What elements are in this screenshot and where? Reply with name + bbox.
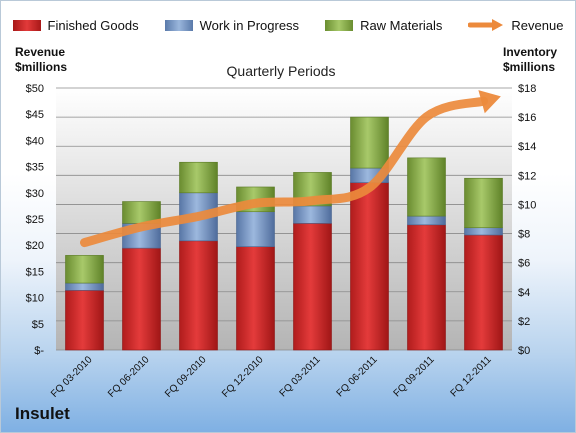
y-axis-right-title-line2: $millions	[503, 60, 556, 74]
y-right-tick-label: $12	[518, 170, 536, 182]
legend-item-raw-materials: Raw Materials	[325, 18, 442, 33]
y-left-tick-label: $15	[26, 266, 44, 278]
x-tick-label: FQ 03-2010	[49, 354, 95, 400]
bar-raw-materials	[179, 161, 218, 194]
bar-finished-goods	[407, 224, 446, 351]
y-axis-left-title: Revenue $millions	[15, 45, 85, 75]
legend-swatch-work-in-progress	[164, 19, 193, 31]
bar-finished-goods	[179, 240, 218, 351]
y-left-tick-label: $5	[32, 319, 44, 331]
bar-work-in-progress	[464, 227, 503, 236]
bar-work-in-progress	[407, 215, 446, 226]
revenue-arrow-head	[478, 90, 501, 114]
y-left-tick-label: $40	[26, 135, 44, 147]
legend-item-work-in-progress: Work in Progress	[164, 17, 300, 33]
y-left-tick-label: $10	[26, 293, 44, 305]
legend-item-finished-goods: Finished Goods	[12, 17, 139, 33]
x-tick-label: FQ 09-2010	[163, 354, 209, 400]
y-left-tick-label: $30	[26, 188, 44, 200]
legend-label-finished-goods: Finished Goods	[47, 17, 139, 33]
x-tick-label: FQ 06-2010	[106, 354, 152, 400]
y-left-tick-label: $35	[26, 162, 44, 174]
x-tick-label: FQ 12-2010	[220, 354, 266, 400]
y-right-tick-label: $18	[518, 83, 536, 95]
bar-finished-goods	[122, 247, 161, 351]
bar-raw-materials	[350, 116, 389, 169]
y-left-tick-label: $20	[26, 240, 44, 252]
y-right-tick-label: $14	[518, 141, 536, 153]
bar-finished-goods	[350, 182, 389, 351]
x-tick-label: FQ 06-2011	[335, 354, 380, 399]
x-tick-label: FQ 09-2011	[392, 354, 437, 399]
legend: Finished Goods Work in Progress Raw Mate…	[1, 15, 575, 35]
y-axis-right-title: Inventory $millions	[503, 45, 563, 75]
legend-item-revenue: Revenue	[468, 18, 563, 33]
legend-swatch-finished-goods	[12, 19, 41, 31]
bar-raw-materials	[464, 177, 503, 229]
y-right-tick-label: $10	[518, 199, 536, 211]
bar-finished-goods	[65, 290, 104, 351]
legend-label-work-in-progress: Work in Progress	[199, 17, 300, 33]
bar-finished-goods	[464, 234, 503, 351]
y-right-tick-label: $8	[518, 229, 530, 241]
revenue-line	[80, 96, 488, 248]
legend-label-raw-materials: Raw Materials	[360, 17, 443, 33]
bar-work-in-progress	[293, 205, 332, 224]
y-left-tick-label: $-	[34, 345, 44, 357]
y-right-tick-label: $16	[518, 112, 536, 124]
bar-raw-materials	[407, 157, 446, 217]
legend-label-revenue: Revenue	[511, 17, 564, 33]
legend-swatch-raw-materials	[325, 19, 354, 31]
y-axis-right-title-line1: Inventory	[503, 45, 558, 59]
y-right-tick-label: $0	[518, 345, 530, 357]
bar-raw-materials	[65, 255, 104, 284]
y-axis-left-title-line1: Revenue	[15, 45, 66, 59]
bar-finished-goods	[293, 223, 332, 351]
y-right-tick-label: $6	[518, 258, 530, 270]
bar-work-in-progress	[65, 282, 104, 291]
bar-finished-goods	[236, 246, 275, 351]
y-right-tick-label: $2	[518, 316, 530, 328]
y-axis-left-title-line2: $millions	[15, 60, 68, 74]
chart-title: Quarterly Periods	[226, 63, 336, 79]
y-left-tick-label: $45	[26, 109, 44, 121]
x-tick-label: FQ 12-2011	[449, 354, 494, 399]
bar-work-in-progress	[236, 211, 275, 247]
y-left-tick-label: $25	[26, 214, 44, 226]
y-right-tick-label: $4	[518, 287, 530, 299]
legend-swatch-revenue	[468, 19, 504, 31]
y-left-tick-label: $50	[26, 83, 44, 95]
brand-label: Insulet	[15, 404, 70, 423]
x-tick-label: FQ 03-2011	[278, 354, 323, 399]
